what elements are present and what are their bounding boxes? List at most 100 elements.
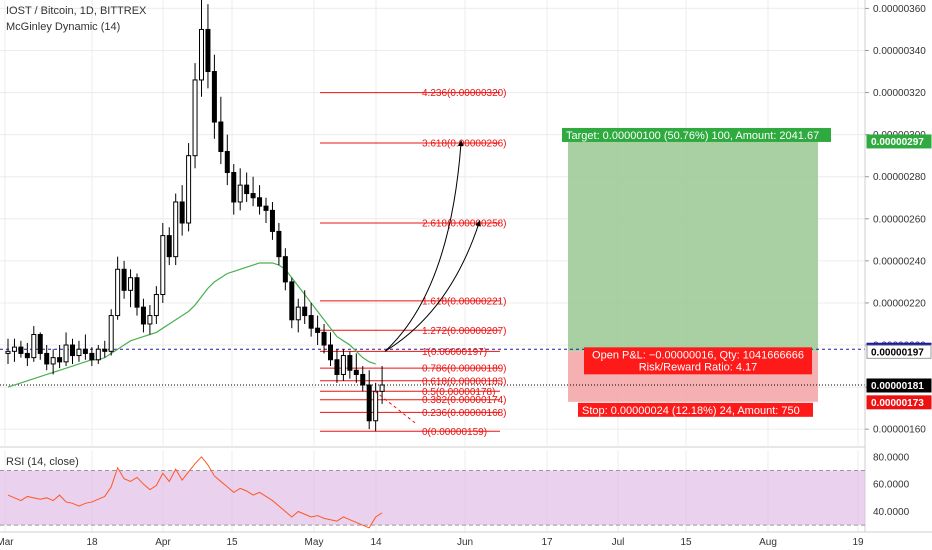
target-label-box <box>562 127 831 142</box>
candle-body <box>102 348 108 352</box>
x-tick-label: May <box>305 537 324 548</box>
candle-body <box>282 256 288 283</box>
candle-body <box>205 28 211 73</box>
price-tag: 0.00000173 <box>871 398 924 409</box>
candle-body <box>89 352 95 361</box>
candle-body <box>140 306 146 325</box>
fib-level-label: 0.786(0.00000189) <box>422 364 507 375</box>
dashed-trend <box>374 390 416 424</box>
candle-body <box>82 348 88 354</box>
candle-body <box>244 184 250 195</box>
x-tick-label: 15 <box>226 537 238 548</box>
fib-level-label: 3.618(0.00000296) <box>422 139 507 150</box>
stop-label-box <box>578 402 813 417</box>
candle-body <box>44 352 50 365</box>
candle-body <box>5 350 11 354</box>
candle-body <box>237 184 243 203</box>
fib-level-label: 2.618(0.00000258) <box>422 219 507 230</box>
price-tag: 0.00000197 <box>871 347 924 358</box>
symbol-title: IOST / Bitcoin, 1D, BITTREX <box>6 5 147 17</box>
pnl-label: Open P&L: −0.00000016, Qty: 1041666666 <box>592 349 804 361</box>
y-tick-label: 0.00000340 <box>873 46 926 57</box>
candle-body <box>263 205 269 211</box>
x-tick-label: Aug <box>759 537 777 548</box>
x-tick-label: 19 <box>852 537 864 548</box>
candle-body <box>295 306 301 321</box>
fib-level-label: 4.236(0.00000320) <box>422 88 507 99</box>
candle-body <box>360 373 366 386</box>
candle-body <box>218 121 224 152</box>
candle-body <box>31 334 37 359</box>
x-tick-label: Mar <box>0 537 14 548</box>
x-tick-label: 14 <box>370 537 382 548</box>
y-tick-label: 0.00000160 <box>873 425 926 436</box>
candle-body <box>373 390 379 422</box>
candle-body <box>302 306 308 317</box>
candle-body <box>115 268 121 317</box>
x-tick-label: Jul <box>612 537 625 548</box>
projection-arrow <box>384 140 464 352</box>
price-tag-box <box>866 378 932 393</box>
candle-body <box>24 352 30 359</box>
rsi-band <box>0 470 865 526</box>
candle-body <box>173 201 179 258</box>
candle-body <box>289 281 295 321</box>
candle-body <box>366 384 372 422</box>
pnl-label-box <box>584 347 812 375</box>
candle-body <box>199 28 204 81</box>
candle-body <box>211 71 217 123</box>
candle-body <box>353 369 359 375</box>
candle-body <box>334 359 340 375</box>
candle-body <box>379 384 385 392</box>
candle-body <box>57 357 63 363</box>
mcginley-line <box>7 262 376 388</box>
price-tag: 0.00000181 <box>871 381 924 392</box>
candle-body <box>50 357 56 365</box>
candle-body <box>269 209 275 232</box>
y-tick-label: 0.00000360 <box>873 4 926 15</box>
fib-level-label: 1(0.00000197) <box>422 347 487 358</box>
candle-body <box>224 150 230 174</box>
candle-body <box>308 315 314 329</box>
price-tag-box <box>866 134 932 149</box>
stop-label: Stop: 0.00000024 (12.18%) 24, Amount: 75… <box>582 405 800 417</box>
candle-body <box>95 348 101 361</box>
x-tick-label: 15 <box>680 537 692 548</box>
x-tick-label: 18 <box>86 537 98 548</box>
y-tick-label: 0.00000260 <box>873 214 926 225</box>
candle-body <box>128 277 134 291</box>
fib-level-label: 0.618(0.00000183) <box>422 376 507 387</box>
candle-body <box>153 294 159 317</box>
price-tag: 0.00000297 <box>871 137 924 148</box>
candle-body <box>37 334 43 354</box>
price-tag-box <box>866 395 932 410</box>
y-tick-label: 0.00000240 <box>873 256 926 267</box>
fib-level-label: 0.382(0.00000174) <box>422 395 507 406</box>
rsi-tick-label: 80.0000 <box>873 452 910 463</box>
candle-body <box>147 315 153 325</box>
candle-body <box>11 346 17 352</box>
candle-body <box>63 344 69 363</box>
rsi-label: RSI (14, close) <box>6 456 79 468</box>
projection-arrow <box>384 220 481 352</box>
candle-body <box>192 79 198 157</box>
candle-body <box>321 331 327 346</box>
candle-body <box>134 277 140 308</box>
fib-level-label: 0.5(0.00000178) <box>422 387 495 398</box>
y-tick-label: 0.00000280 <box>873 172 926 183</box>
candle-body <box>340 355 346 375</box>
fib-level-label: 1.618(0.00000221) <box>422 296 507 307</box>
target-zone <box>568 140 818 352</box>
candle-body <box>276 230 282 258</box>
price-tag-box <box>866 344 932 359</box>
candle-body <box>231 172 237 203</box>
target-label: Target: 0.00000100 (50.76%) 100, Amount:… <box>566 130 819 142</box>
candle-body <box>166 235 172 258</box>
candle-body <box>70 344 75 357</box>
rsi-tick-label: 60.0000 <box>873 480 910 491</box>
rsi-line <box>7 456 383 529</box>
candle-body <box>18 346 24 354</box>
fib-level-label: 0.236(0.00000168) <box>422 408 507 419</box>
candle-body <box>108 315 114 352</box>
